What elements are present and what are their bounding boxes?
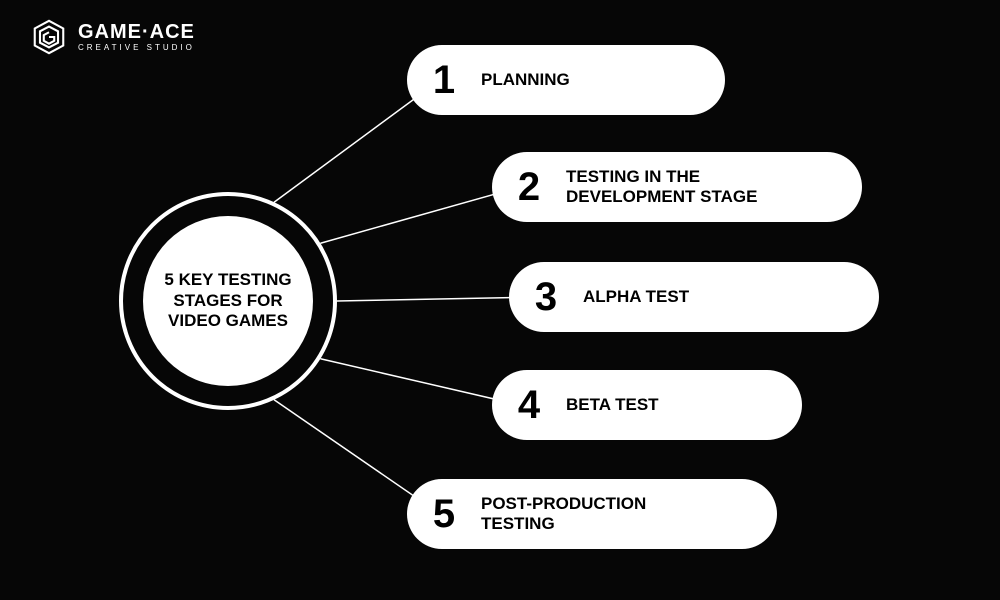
- stage-box-4: 4 BETA TEST: [492, 370, 802, 440]
- stage-number: 2: [514, 167, 544, 207]
- stage-label: TESTING IN THEDEVELOPMENT STAGE: [566, 167, 757, 206]
- stage-number: 4: [514, 385, 544, 425]
- stage-number: 3: [531, 277, 561, 317]
- stage-label: ALPHA TEST: [583, 287, 689, 307]
- stage-label: BETA TEST: [566, 395, 659, 415]
- stage-boxes: 1 PLANNING 2 TESTING IN THEDEVELOPMENT STAG…: [0, 0, 1000, 600]
- stage-label: PLANNING: [481, 70, 570, 90]
- stage-number: 1: [429, 60, 459, 100]
- stage-label: POST-PRODUCTIONTESTING: [481, 494, 646, 533]
- stage-box-1: 1 PLANNING: [407, 45, 725, 115]
- stage-box-3: 3 ALPHA TEST: [509, 262, 879, 332]
- stage-box-5: 5 POST-PRODUCTIONTESTING: [407, 479, 777, 549]
- stage-number: 5: [429, 494, 459, 534]
- stage-box-2: 2 TESTING IN THEDEVELOPMENT STAGE: [492, 152, 862, 222]
